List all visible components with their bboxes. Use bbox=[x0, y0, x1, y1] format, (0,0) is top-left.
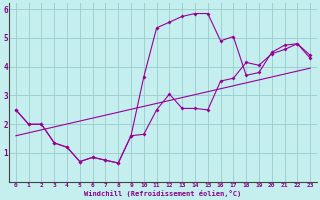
X-axis label: Windchill (Refroidissement éolien,°C): Windchill (Refroidissement éolien,°C) bbox=[84, 190, 242, 197]
